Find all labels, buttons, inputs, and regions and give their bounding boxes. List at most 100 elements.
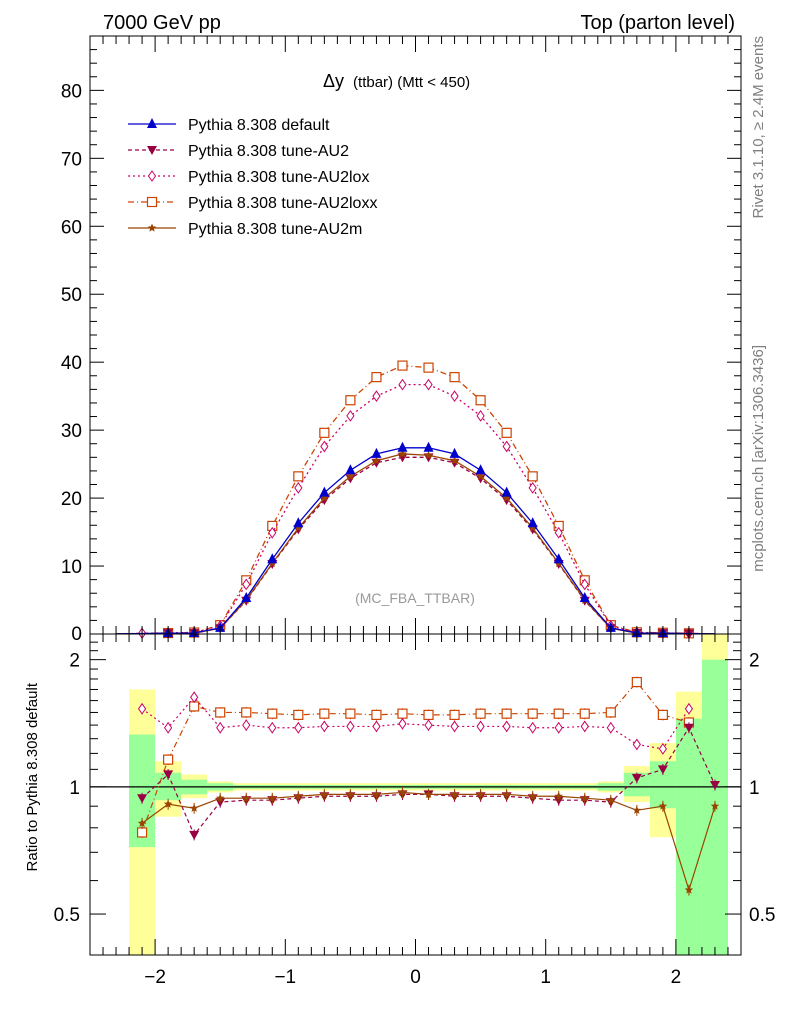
- ratio-point: [163, 754, 174, 765]
- ratio-point: [190, 691, 199, 704]
- ratio-point: [215, 707, 226, 718]
- data-point: [293, 471, 304, 482]
- ratio-point: [580, 720, 589, 733]
- ratio-point: [320, 720, 329, 733]
- ratio-point: [189, 803, 199, 812]
- ratio-line: [141, 681, 690, 833]
- ratio-point: [294, 791, 303, 800]
- main-y-tick-label: 20: [61, 489, 82, 510]
- ratio-point: [137, 702, 147, 715]
- ratio-point: [605, 707, 616, 718]
- series-line: [116, 447, 715, 635]
- ratio-point: [424, 719, 433, 731]
- ratio-point: [631, 773, 642, 783]
- data-point: [267, 553, 278, 564]
- ratio-point: [528, 791, 537, 800]
- main-y-axis: 10 20 30 40 50 60 70 80 0: [61, 35, 741, 645]
- data-point: [372, 390, 381, 403]
- data-point: [345, 464, 356, 475]
- ratio-point: [242, 793, 251, 802]
- data-point: [345, 474, 356, 484]
- ratio-point: [632, 738, 641, 751]
- ratio-point: [424, 789, 433, 798]
- ratio-point: [372, 720, 381, 733]
- ratio-point: [268, 721, 277, 734]
- x-axis: −2 −1 0 1 2: [89, 36, 742, 988]
- header-left-label: 7000 GeV pp: [103, 12, 221, 34]
- ratio-point: [136, 827, 148, 838]
- ratio-y-tick-label: 1: [749, 778, 760, 799]
- x-tick-label: 2: [671, 967, 682, 988]
- ratio-point: [502, 789, 511, 798]
- data-point: [293, 517, 304, 528]
- data-point: [241, 591, 252, 602]
- ratio-point: [346, 789, 355, 798]
- ratio-point: [476, 789, 485, 798]
- ratio-point: [450, 720, 459, 733]
- data-point: [449, 458, 460, 468]
- ratio-point: [475, 708, 486, 719]
- ratio-point: [606, 721, 615, 734]
- data-point: [527, 471, 538, 482]
- data-point: [502, 493, 511, 502]
- ratio-y-tick-label: 0.5: [749, 905, 775, 926]
- data-point: [579, 591, 590, 602]
- ratio-point: [449, 709, 460, 721]
- ratio-point: [632, 805, 642, 814]
- legend-entry: Pythia 8.308 tune-AU2: [128, 143, 349, 160]
- data-point: [320, 440, 329, 453]
- header-right-label: Top (parton level): [580, 12, 735, 34]
- data-point: [449, 447, 460, 458]
- data-point: [528, 482, 537, 494]
- data-point: [554, 526, 563, 539]
- data-point: [501, 427, 512, 438]
- data-point: [397, 360, 408, 371]
- ratio-point: [476, 720, 485, 733]
- ratio-point: [554, 791, 563, 800]
- series-line: [116, 453, 715, 635]
- ratio-point: [450, 789, 459, 798]
- series-pythia-8-308-tune-au2: [116, 453, 715, 639]
- ratio-point: [346, 720, 355, 733]
- ratio-point: [241, 707, 252, 718]
- data-point: [371, 458, 382, 468]
- data-point: [450, 390, 459, 403]
- data-point: [423, 441, 434, 452]
- ratio-point: [631, 676, 642, 688]
- ratio-point: [709, 781, 720, 791]
- main-y-tick-label: 30: [61, 421, 82, 442]
- data-point: [319, 427, 330, 438]
- rivet-version-label: Rivet 3.1.10, ≥ 2.4M events: [750, 36, 767, 219]
- legend-entry: Pythia 8.308 tune-AU2loxx: [128, 195, 377, 212]
- data-point: [398, 378, 407, 391]
- ratio-y-tick-label: 1: [69, 778, 80, 799]
- data-point: [371, 447, 382, 458]
- ratio-point: [528, 721, 537, 734]
- legend-entry: Pythia 8.308 tune-AU2m: [128, 221, 362, 238]
- ratio-point: [294, 721, 303, 734]
- ratio-point: [319, 708, 330, 719]
- ratio-point: [242, 719, 251, 731]
- ratio-point: [527, 708, 538, 719]
- data-point: [242, 578, 251, 591]
- ratio-y-tick-label: 2: [749, 651, 760, 672]
- ratio-point: [189, 830, 200, 840]
- data-point: [346, 409, 355, 422]
- legend-label: Pythia 8.308 tune-AU2lox: [188, 169, 369, 186]
- main-panel: 10 20 30 40 50 60 70 80 0: [61, 35, 742, 645]
- ratio-y-axis-label: Ratio to Pythia 8.308 default: [24, 682, 41, 871]
- ratio-point: [580, 793, 589, 802]
- ratio-pythia-8-308-tune-au2lox: [137, 691, 694, 755]
- ratio-point: [501, 708, 512, 719]
- mcplots-label: mcplots.cern.ch [arXiv:1306.3436]: [750, 345, 767, 572]
- ratio-point: [606, 795, 616, 804]
- ratio-y-tick-label: 2: [69, 651, 80, 672]
- ratio-point: [658, 801, 668, 810]
- chart-title: Δy (ttbar) (Mtt < 450): [323, 71, 470, 91]
- main-y-tick-label: 40: [61, 353, 82, 374]
- data-point: [476, 471, 485, 480]
- x-tick-label: 1: [540, 967, 551, 988]
- legend-marker: [147, 170, 157, 182]
- ratio-point: [267, 708, 278, 719]
- ratio-point: [398, 717, 407, 730]
